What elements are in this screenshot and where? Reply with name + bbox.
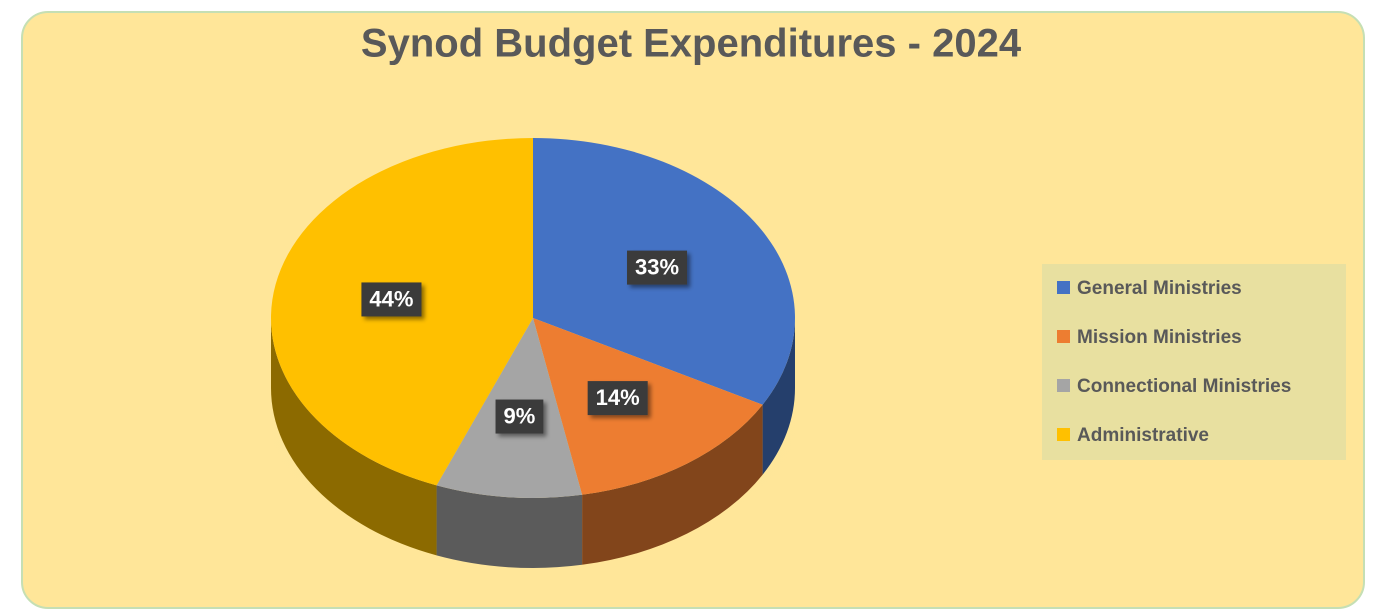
- legend-label: Connectional Ministries: [1077, 376, 1291, 397]
- slice-side: [271, 318, 437, 556]
- data-label-box: [627, 250, 688, 285]
- legend-label: Mission Ministries: [1077, 327, 1242, 348]
- data-label: 33%: [635, 254, 679, 279]
- legend-swatch: [1057, 379, 1070, 392]
- slice-side: [436, 485, 583, 568]
- slice-side: [582, 404, 763, 565]
- legend-label: General Ministries: [1077, 278, 1242, 299]
- data-label-box: [495, 399, 544, 434]
- slice: [533, 318, 763, 495]
- legend-swatch: [1057, 281, 1070, 294]
- data-label-box: [361, 282, 422, 317]
- legend-swatch: [1057, 428, 1070, 441]
- legend-swatch: [1057, 330, 1070, 343]
- legend-label: Administrative: [1077, 425, 1209, 446]
- chart-title: Synod Budget Expenditures - 2024: [361, 22, 1022, 66]
- data-label: 44%: [369, 286, 413, 311]
- data-label-box: [587, 381, 648, 416]
- legend-box: [1042, 264, 1346, 460]
- data-label: 14%: [596, 385, 640, 410]
- data-label: 9%: [504, 403, 536, 428]
- slice-side: [762, 318, 795, 475]
